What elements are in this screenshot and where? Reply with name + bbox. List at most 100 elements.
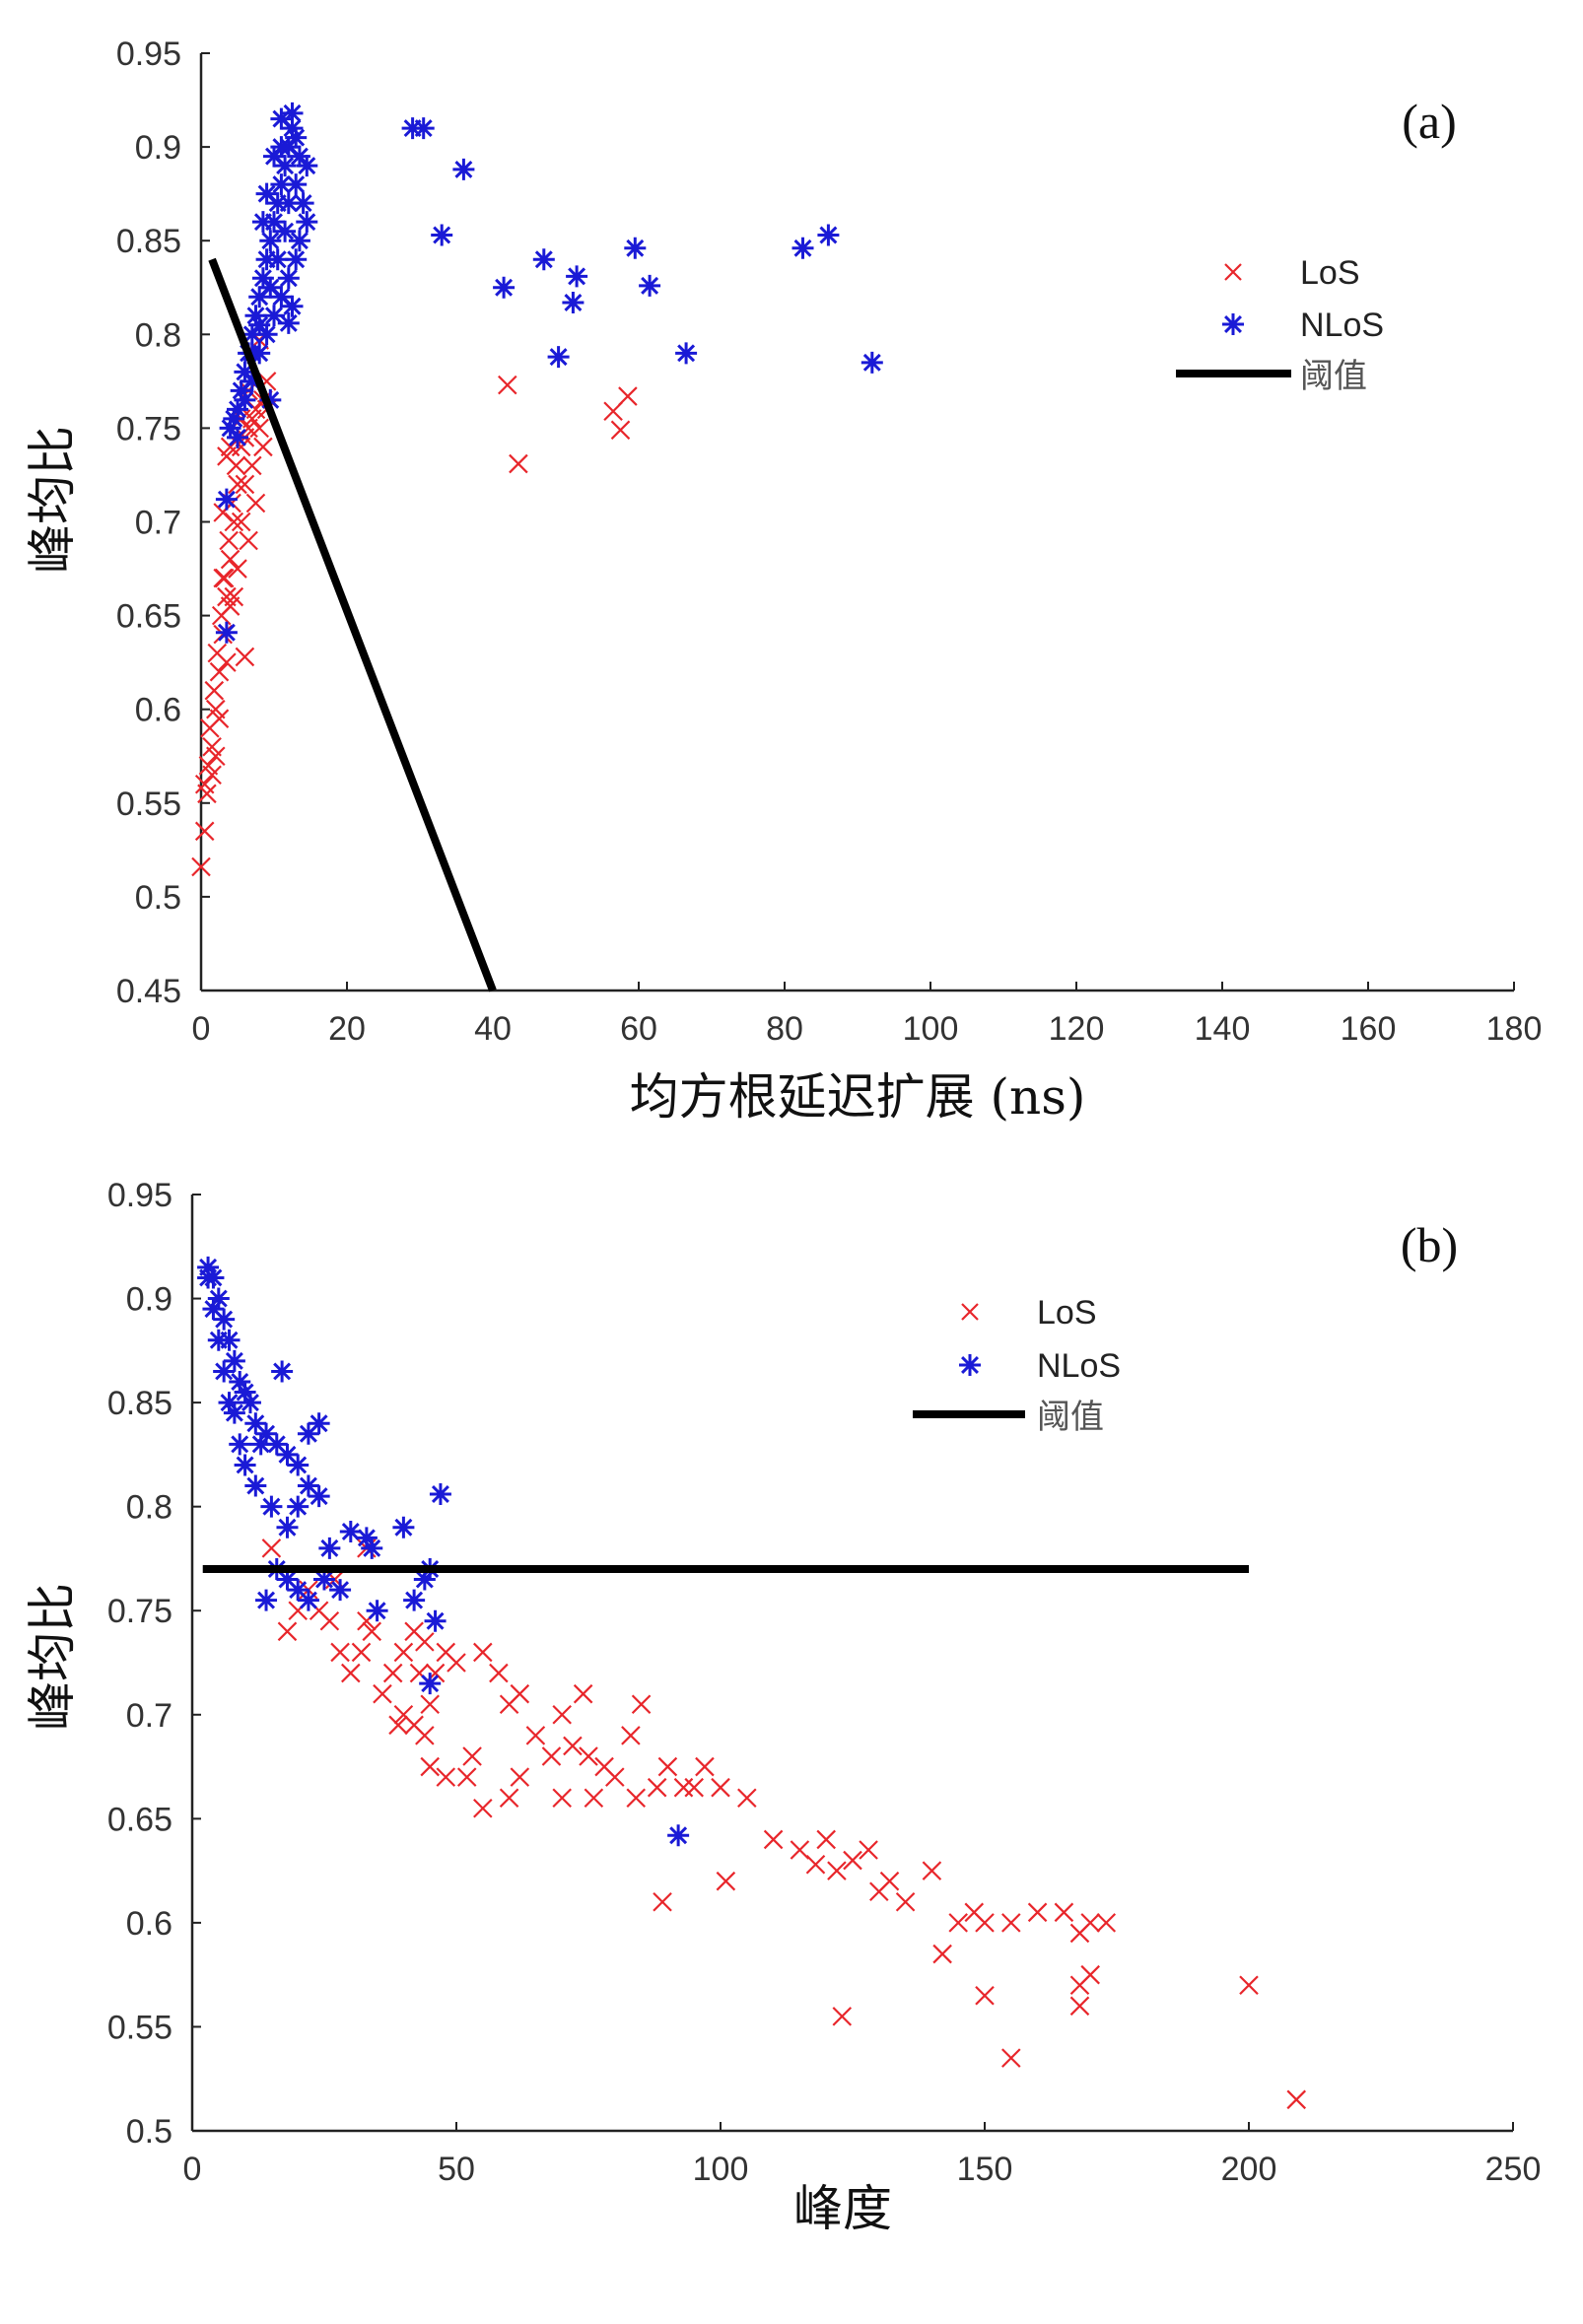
nlos-point bbox=[817, 224, 840, 246]
los-point bbox=[510, 1767, 530, 1787]
threshold-line bbox=[208, 257, 497, 992]
nlos-point bbox=[281, 117, 304, 140]
legend-label: 阈值 bbox=[1037, 1398, 1104, 1437]
los-point bbox=[200, 718, 220, 738]
los-point bbox=[393, 1642, 414, 1663]
los-point bbox=[1080, 1913, 1100, 1933]
x-tick-label: 120 bbox=[1049, 1010, 1105, 1048]
nlos-point bbox=[244, 1474, 267, 1497]
los-point bbox=[456, 1767, 477, 1787]
legend: LoS NLoS 阈值 bbox=[1176, 254, 1384, 396]
nlos-point bbox=[255, 323, 278, 346]
los-point bbox=[213, 568, 233, 588]
nlos-point bbox=[223, 407, 245, 430]
nlos-point bbox=[667, 1824, 690, 1847]
nlos-point bbox=[234, 361, 256, 383]
nlos-point bbox=[329, 1579, 352, 1602]
los-point bbox=[647, 1777, 667, 1798]
nlos-point bbox=[244, 1412, 267, 1435]
los-point bbox=[462, 1746, 482, 1766]
x-tick-label: 100 bbox=[903, 1010, 959, 1048]
nlos-point bbox=[318, 1537, 341, 1559]
los-point bbox=[832, 2007, 853, 2026]
nlos-point bbox=[493, 276, 516, 299]
y-tick-label: 0.8 bbox=[126, 1489, 172, 1527]
nlos-point bbox=[227, 398, 248, 421]
y-tick-label: 0.5 bbox=[135, 879, 181, 917]
los-point bbox=[552, 1705, 572, 1725]
x-tick-label: 140 bbox=[1195, 1010, 1251, 1048]
los-point bbox=[525, 1726, 546, 1745]
legend-label: NLoS bbox=[1037, 1347, 1121, 1385]
los-point bbox=[1027, 1902, 1048, 1923]
nlos-point bbox=[419, 1673, 442, 1695]
nlos-point bbox=[223, 1401, 245, 1424]
nlos-point bbox=[287, 1454, 310, 1476]
los-point bbox=[584, 1788, 604, 1808]
nlos-point bbox=[218, 1329, 241, 1351]
nlos-point bbox=[277, 311, 300, 334]
series-los bbox=[261, 1538, 1307, 2110]
panel-tag: (b) bbox=[1401, 1217, 1458, 1272]
nlos-point bbox=[202, 1298, 225, 1321]
los-point bbox=[197, 784, 217, 804]
los-point bbox=[610, 420, 631, 441]
y-tick-label: 0.6 bbox=[135, 692, 181, 729]
los-point bbox=[319, 1611, 340, 1631]
nlos-point bbox=[219, 417, 241, 440]
los-point bbox=[975, 1913, 995, 1933]
los-point bbox=[204, 680, 225, 701]
nlos-point bbox=[255, 1589, 278, 1611]
nlos-point bbox=[285, 248, 308, 271]
los-point bbox=[510, 1683, 530, 1704]
nlos-point bbox=[274, 155, 297, 177]
nlos-point bbox=[547, 346, 570, 369]
los-point bbox=[859, 1840, 878, 1860]
y-tick-label: 0.7 bbox=[126, 1697, 172, 1735]
nlos-point bbox=[248, 313, 271, 336]
nlos-point bbox=[392, 1516, 415, 1538]
nlos-point bbox=[431, 224, 453, 246]
los-point bbox=[879, 1871, 900, 1891]
nlos-point bbox=[562, 291, 585, 313]
los-point bbox=[191, 856, 211, 877]
nlos-point bbox=[285, 126, 308, 149]
legend-nlos-marker bbox=[1222, 313, 1244, 335]
los-point bbox=[711, 1777, 730, 1798]
los-point bbox=[552, 1788, 572, 1808]
nlos-point bbox=[675, 342, 698, 365]
los-point bbox=[245, 493, 266, 513]
nlos-point bbox=[255, 1422, 278, 1445]
nlos-point bbox=[234, 388, 256, 411]
x-tick-label: 0 bbox=[183, 2151, 202, 2188]
los-point bbox=[499, 1788, 519, 1808]
series-nlos bbox=[197, 1256, 690, 1847]
los-point bbox=[563, 1736, 583, 1756]
nlos-point bbox=[251, 267, 274, 290]
nlos-point bbox=[277, 267, 300, 290]
nlos-point bbox=[263, 145, 285, 168]
los-point bbox=[975, 1986, 995, 2006]
los-point bbox=[1069, 1996, 1090, 2016]
los-point bbox=[509, 453, 528, 474]
los-point bbox=[242, 455, 262, 476]
series-nlos bbox=[215, 102, 883, 644]
los-point bbox=[228, 559, 247, 579]
los-point bbox=[489, 1663, 509, 1683]
legend-los-marker bbox=[1224, 263, 1242, 281]
los-point bbox=[805, 1855, 826, 1875]
los-point bbox=[1286, 2089, 1307, 2110]
los-point bbox=[220, 549, 241, 570]
nlos-point bbox=[259, 388, 282, 411]
nlos-point bbox=[234, 1454, 256, 1476]
los-point bbox=[362, 1621, 382, 1642]
legend-los-marker bbox=[961, 1303, 979, 1321]
x-tick-label: 150 bbox=[957, 2151, 1013, 2188]
nlos-point bbox=[223, 1349, 245, 1372]
los-point bbox=[827, 1861, 847, 1880]
nlos-point bbox=[197, 1266, 220, 1289]
nlos-point bbox=[281, 102, 304, 124]
nlos-point bbox=[287, 1579, 310, 1602]
los-point bbox=[573, 1683, 593, 1704]
